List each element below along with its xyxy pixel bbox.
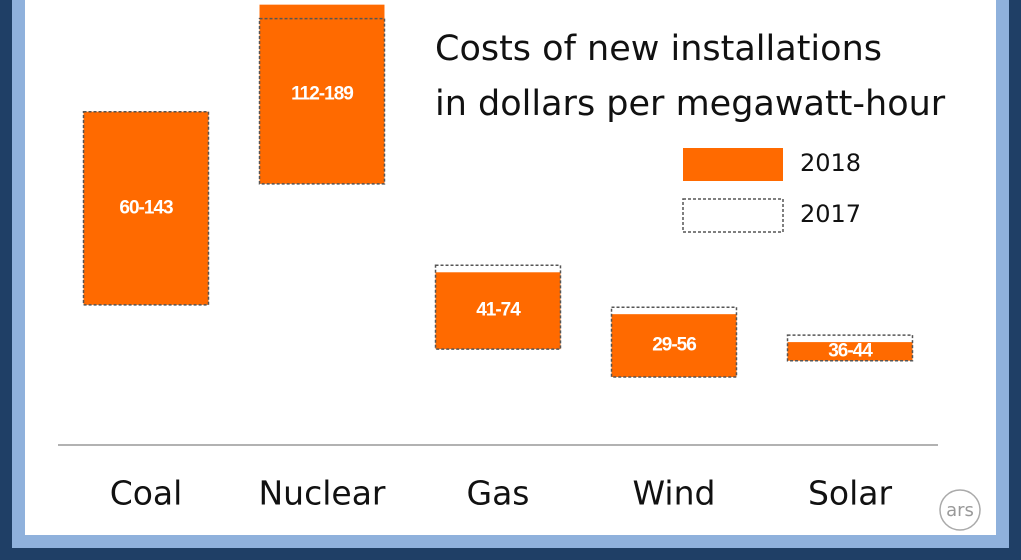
value-label: 60-143 [119,197,173,218]
range-bar [83,111,209,305]
x-tick-label: Solar [808,474,893,513]
x-tick-label: Coal [110,474,183,513]
legend-swatch [683,148,783,181]
range-bar [786,334,914,362]
legend-swatch [682,198,784,233]
legend-label: 2017 [800,200,861,228]
value-label: 29-56 [652,335,696,356]
range-bar [787,342,913,361]
x-tick-label: Nuclear [258,474,385,513]
range-bar [435,272,561,350]
range-bar [434,264,562,350]
value-label: 41-74 [476,300,521,321]
range-bar [82,110,210,306]
range-bar [259,4,385,184]
range-bar [611,314,737,378]
frame-inner [12,0,1009,548]
range-bar [258,17,386,185]
x-tick-label: Gas [467,474,530,513]
logo: ars [946,500,974,521]
range-bar [610,306,738,378]
chart-title: Costs of new installations in dollars per… [435,29,946,124]
logo-circle [939,489,981,531]
x-tick-label: Wind [633,474,716,513]
legend-label: 2018 [800,149,861,177]
value-label: 36-44 [828,340,873,361]
value-label: 112-189 [291,83,353,104]
